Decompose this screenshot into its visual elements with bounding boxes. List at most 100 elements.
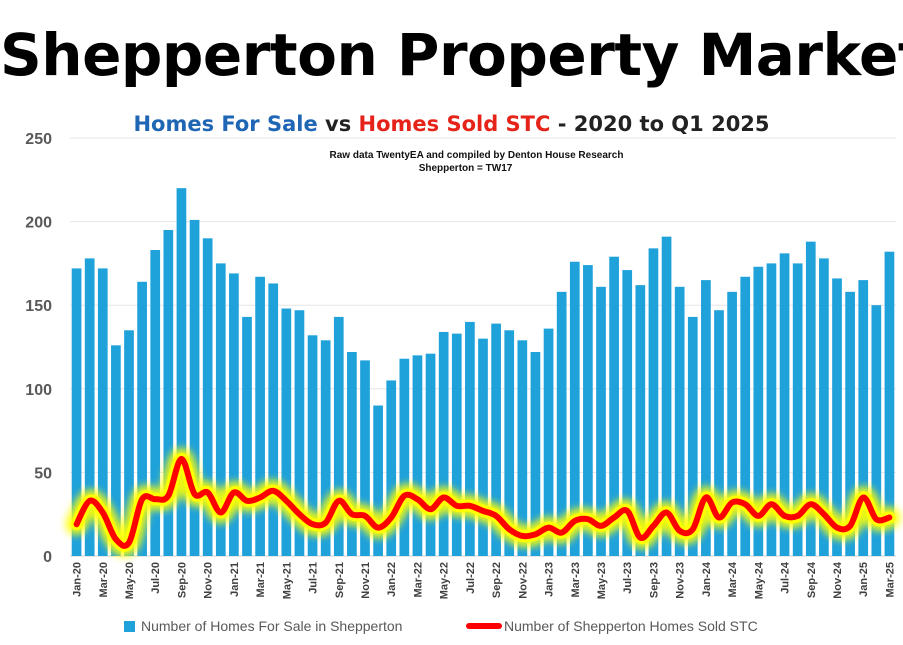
bar	[255, 276, 265, 556]
bar	[360, 360, 370, 556]
bar	[281, 308, 292, 556]
subtitle-homes-for-sale: Homes For Sale	[133, 112, 318, 136]
bar	[766, 263, 777, 556]
bar	[189, 219, 200, 557]
bar	[491, 323, 501, 556]
x-tick-label: May-24	[753, 561, 765, 599]
bar	[661, 236, 672, 556]
bar	[294, 310, 305, 556]
x-tick-label: Sep-23	[648, 562, 660, 598]
bar	[229, 273, 239, 556]
y-tick-label: 100	[25, 382, 52, 399]
bar	[176, 188, 187, 556]
chart-subtitle: Homes For Sale vs Homes Sold STC - 2020 …	[0, 112, 903, 136]
x-tick-label: May-23	[596, 562, 608, 599]
bar	[97, 268, 108, 556]
bar	[150, 250, 161, 557]
chart-title: Shepperton Property Market	[0, 21, 903, 89]
bar	[307, 335, 318, 556]
y-tick-label: 0	[43, 549, 52, 566]
x-tick-label: Jan-21	[229, 562, 241, 597]
x-tick-label: Mar-21	[255, 562, 267, 597]
bar	[845, 291, 855, 556]
bar	[517, 340, 528, 556]
chart-plot: 0 50 100 150 200 250 Jan-20 Mar-20 May-20 Jul-20…	[25, 131, 901, 599]
bar	[111, 345, 121, 556]
bar	[569, 261, 580, 556]
bar	[438, 331, 449, 556]
x-tick-label: Nov-23	[675, 562, 687, 599]
bar	[242, 316, 252, 556]
legend-item-sold: Number of Shepperton Homes Sold STC	[466, 618, 758, 634]
x-tick-label: Jul-24	[780, 561, 792, 594]
line-homes-sold	[65, 447, 901, 557]
x-tick-label: May-21	[281, 562, 293, 599]
y-tick-label: 200	[25, 215, 52, 232]
area-note: Shepperton = TW17	[418, 163, 513, 174]
bar	[556, 291, 567, 556]
bar	[884, 251, 895, 557]
bar	[779, 253, 790, 557]
y-tick-label: 50	[34, 465, 52, 482]
bar	[373, 405, 383, 556]
x-tick-label: May-22	[439, 562, 451, 599]
bar	[832, 278, 842, 556]
x-tick-label: Jul-22	[465, 562, 477, 594]
bar	[858, 280, 869, 556]
x-tick-label: Jan-23	[544, 562, 556, 597]
bar	[268, 283, 279, 556]
x-tick-label: Jan-24	[701, 561, 713, 597]
x-tick-label: Jul-23	[622, 562, 634, 594]
bar	[347, 352, 357, 556]
bar	[819, 258, 829, 556]
x-tick-label: Jul-20	[150, 562, 162, 594]
x-tick-label: Nov-24	[832, 561, 844, 599]
legend-swatch-bar	[124, 620, 135, 632]
x-tick-label: Nov-21	[360, 562, 372, 599]
bar	[871, 305, 882, 556]
bar	[412, 355, 423, 556]
y-tick-label: 150	[25, 298, 52, 315]
bar	[792, 263, 803, 556]
bar	[753, 266, 764, 556]
source-note: Raw data TwentyEA and compiled by Denton…	[329, 150, 624, 161]
x-tick-label: Sep-22	[491, 562, 503, 598]
bar	[71, 268, 82, 556]
x-tick-label: Sep-21	[334, 562, 346, 598]
x-tick-label: Nov-22	[517, 562, 529, 599]
bar	[701, 280, 711, 556]
x-tick-label: Mar-23	[570, 562, 582, 597]
legend: Number of Homes For Sale in Shepperton N…	[0, 618, 903, 640]
subtitle-period: - 2020 to Q1 2025	[550, 112, 770, 136]
x-tick-label: Sep-20	[176, 562, 188, 598]
bar	[635, 285, 646, 556]
x-tick-label: Mar-25	[884, 562, 896, 597]
bars-homes-for-sale	[71, 188, 895, 557]
bar	[399, 358, 410, 556]
bar	[124, 330, 134, 556]
line-series-sold	[73, 455, 893, 549]
y-axis: 0 50 100 150 200 250	[25, 131, 52, 566]
bar	[425, 353, 436, 556]
bar	[543, 328, 554, 556]
bar	[740, 276, 751, 556]
x-tick-label: Sep-24	[806, 561, 818, 598]
legend-item-for-sale: Number of Homes For Sale in Shepperton	[124, 618, 402, 634]
bar	[202, 238, 213, 556]
subtitle-vs: vs	[317, 112, 359, 136]
bar	[622, 270, 633, 556]
bar	[504, 330, 515, 556]
bar	[674, 286, 685, 556]
bar	[687, 316, 698, 556]
bar	[386, 380, 397, 556]
bar	[609, 256, 619, 556]
legend-label-sold: Number of Shepperton Homes Sold STC	[504, 618, 758, 634]
x-tick-label: Mar-20	[98, 562, 110, 597]
bar	[596, 286, 606, 556]
x-tick-label: Jan-20	[72, 562, 84, 597]
x-tick-label: Mar-22	[412, 562, 424, 597]
bar	[333, 316, 344, 556]
x-tick-label: May-20	[124, 562, 136, 599]
bar	[451, 333, 462, 556]
bar	[478, 338, 488, 556]
